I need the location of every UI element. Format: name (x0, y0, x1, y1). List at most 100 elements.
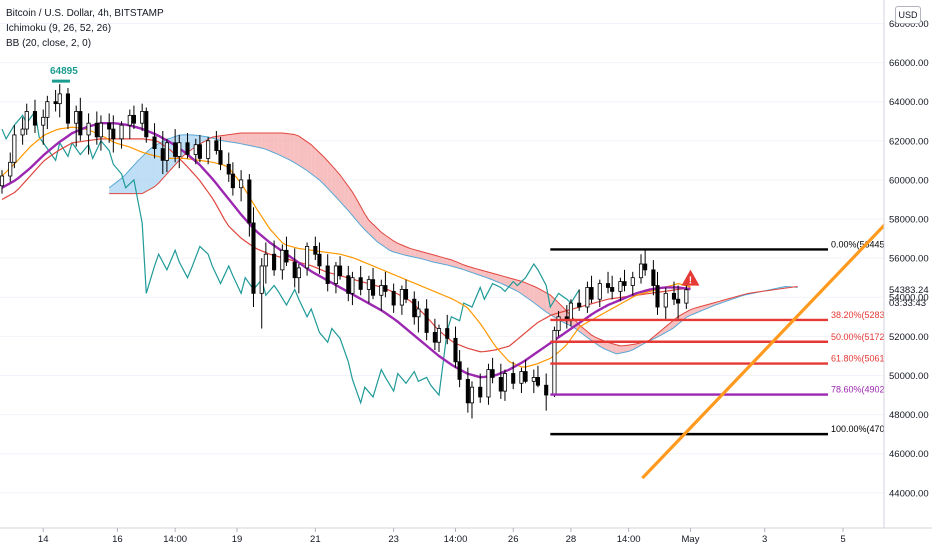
candle-down (313, 245, 318, 255)
cloud-segment (620, 345, 625, 354)
cloud-segment (368, 220, 374, 238)
cloud-segment (414, 249, 419, 258)
cloud-segment (426, 252, 431, 262)
cloud-segment (471, 267, 477, 274)
candle-up (618, 281, 623, 292)
price-tick-label: 50000.00 (889, 371, 929, 382)
cloud-segment (488, 272, 493, 280)
cloud-segment (381, 232, 386, 248)
cloud-segment (158, 141, 163, 184)
price-tick-label: 66000.00 (889, 58, 929, 69)
time-tick-label: 14:00 (617, 534, 641, 545)
cloud-segment (142, 152, 147, 194)
cloud-segment (389, 238, 394, 253)
cloud-segment (525, 282, 530, 300)
candle-up (177, 142, 182, 157)
lagging-span-line (1, 109, 580, 405)
candle-down (370, 279, 376, 296)
cloud-segment (257, 132, 262, 149)
candle-up (436, 328, 442, 343)
cloud-segment (298, 136, 303, 168)
candle-down (465, 378, 470, 404)
candle-down (358, 277, 363, 290)
cloud-segment (443, 257, 448, 265)
cloud-segment (624, 345, 629, 353)
candle-down (478, 386, 483, 398)
cloud-segment (327, 160, 332, 193)
candle-down (490, 369, 495, 378)
cloud-segment (269, 132, 275, 153)
time-tick-label: 26 (508, 534, 519, 545)
cloud-segment (406, 246, 411, 257)
candle-down (412, 298, 417, 318)
price-tick-label: 54000.00 (889, 293, 929, 304)
currency-button[interactable]: USD (895, 6, 921, 24)
cloud-segment (232, 133, 237, 143)
candle-up (140, 111, 145, 124)
time-tick-label: May (682, 534, 700, 545)
candle-down (251, 222, 256, 294)
candle-down (160, 148, 165, 161)
time-tick-label: 16 (112, 534, 123, 545)
plot-area[interactable]: 0.00%(56445. 38.20%(52838 50.00%(51724 61.8… (0, 0, 890, 528)
fibonacci-retracement[interactable]: 0.00%(56445. 38.20%(52838 50.00%(51724 61.8… (550, 239, 890, 436)
cloud-segment (113, 181, 118, 194)
price-tick-label: 44000.00 (889, 488, 929, 499)
cloud-segment (253, 132, 258, 148)
cloud-segment (546, 292, 551, 315)
cloud-segment (352, 192, 357, 221)
symbol-title[interactable]: Bitcoin / U.S. Dollar, 4h, BITSTAMP (6, 8, 164, 19)
candle-down (218, 150, 223, 165)
time-axis[interactable]: 14 16 14:00 19 21 23 14:00 26 28 14:00 May 3 5 (0, 527, 932, 550)
cloud-segment (224, 134, 229, 142)
cloud-segment (476, 268, 481, 276)
price-tick-label: 68000.00 (889, 19, 929, 30)
trendline-layer[interactable] (641, 219, 890, 479)
cloud-segment (430, 254, 435, 263)
candle-down (453, 337, 458, 363)
cloud-segment (228, 134, 233, 143)
cloud-segment (344, 180, 349, 211)
price-axis[interactable]: 68000.00 66000.00 64000.00 62000.00 60000.00… (883, 0, 932, 528)
cloud-segment (603, 340, 609, 351)
bollinger-legend[interactable]: BB (20, close, 2, 0) (6, 38, 92, 49)
countdown-label: 03:33:43 (889, 298, 926, 309)
candle-up (127, 114, 132, 126)
candle-up (45, 101, 50, 118)
cloud-segment (302, 138, 308, 171)
indicator-lines (1, 122, 691, 379)
candle-up (239, 179, 244, 189)
cloud-segment (109, 184, 114, 194)
candle-up (296, 267, 301, 279)
time-tick-label: 28 (566, 534, 577, 545)
cloud-segment (274, 132, 279, 155)
cloud-segment (542, 290, 547, 313)
price-axis-background (884, 0, 932, 528)
candle-up (469, 386, 475, 404)
high-price-label: 64895 (50, 66, 78, 77)
cloud-segment (373, 224, 378, 242)
price-axis-ticks: 68000.00 66000.00 64000.00 62000.00 60000.00… (889, 19, 929, 499)
candle-down (655, 285, 660, 308)
candle-down (424, 308, 429, 333)
last-price-label: 54383.24 (889, 285, 929, 296)
cloud-segment (278, 132, 283, 157)
candle-up (57, 93, 62, 105)
candle-up (280, 249, 285, 271)
last-price-tag: 54383.24 03:33:43 (889, 285, 929, 309)
candle-up (119, 124, 124, 140)
cloud-segment (154, 143, 159, 187)
candles (0, 84, 689, 419)
cloud-segment (236, 132, 242, 144)
time-axis-background (0, 528, 932, 550)
candle-down (284, 249, 289, 263)
candle-down (346, 275, 351, 294)
candle-down (457, 361, 462, 380)
candle-down (53, 101, 58, 105)
candle-down (152, 136, 157, 150)
cloud-segment (401, 245, 407, 256)
ichimoku-legend[interactable]: Ichimoku (9, 26, 52, 26) (6, 23, 112, 34)
cloud-segment (608, 342, 613, 353)
warning-icon-glyph: ! (689, 276, 692, 287)
